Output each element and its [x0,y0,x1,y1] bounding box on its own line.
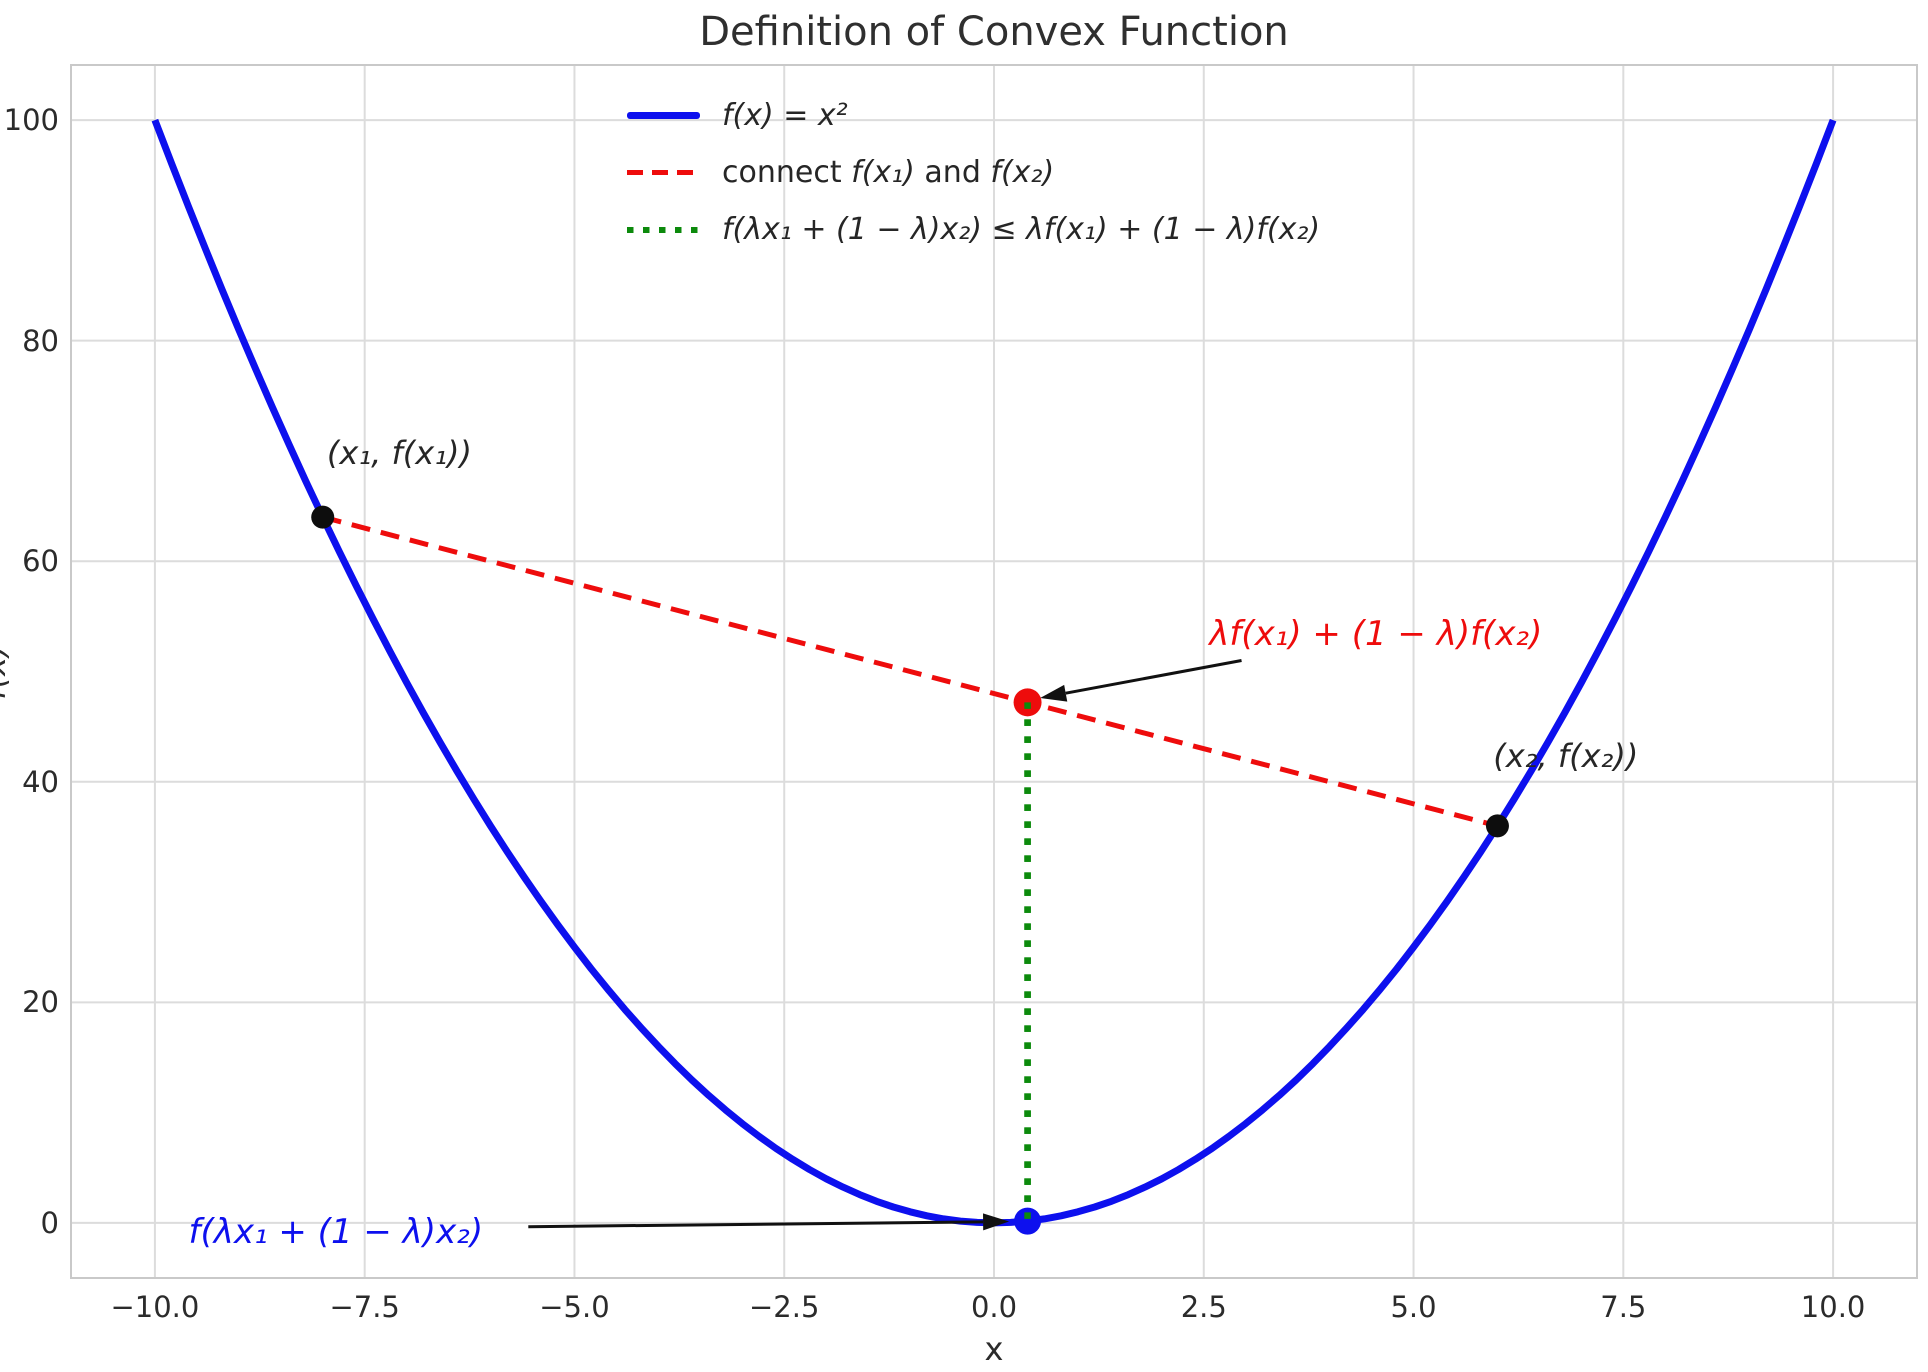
annotation-arrow-line [528,1220,984,1229]
series-chord-line [322,514,1499,829]
x-tick-label: 0.0 [970,1290,1018,1324]
y-tick-label: 60 [22,544,59,579]
annotation-arrow-line [1065,658,1242,695]
legend-swatch-dotted [627,201,700,258]
legend-label-segment: f(x) = x² [722,98,848,133]
chart-title: Definition of Convex Function [699,9,1289,55]
label-x1: (x₁, f(x₁)) [326,434,472,473]
annotation-arrow-head [1040,684,1068,702]
marker-point-x1 [311,505,335,529]
legend-swatch-solid [627,87,700,144]
legend-label-segment: f(x₂) [990,155,1055,190]
annotation-arrow-head [983,1213,1010,1231]
x-tick-label: −5.0 [539,1290,610,1324]
y-tick-label: 80 [22,323,59,358]
legend: f(x) = x² connect f(x₁) and f(x₂) f(λx₁ + … [627,87,1320,258]
legend-label: f(x) = x² [722,98,848,133]
legend-entry-0: f(x) = x² [627,87,1320,144]
x-tick-label: 5.0 [1390,1290,1437,1324]
y-tick-label: 0 [40,1205,59,1240]
y-tick-label: 40 [22,764,59,799]
x-tick-label: −7.5 [329,1290,400,1324]
x-tick-label: 2.5 [1180,1290,1227,1324]
x-tick-label: 10.0 [1800,1290,1866,1324]
legend-label-segment: f(λx₁ + (1 − λ)x₂) ≤ λf(x₁) + (1 − λ)f(x… [722,212,1321,247]
legend-entry-1: connect f(x₁) and f(x₂) [627,144,1320,201]
x-tick-label: −2.5 [749,1290,820,1324]
label-chord-value: λf(x₁) + (1 − λ)f(x₂) [1209,614,1543,654]
legend-label-segment: f(x₁) [851,155,915,190]
legend-entry-2: f(λx₁ + (1 − λ)x₂) ≤ λf(x₁) + (1 − λ)f(x… [627,201,1320,258]
y-tick-label: 100 [3,103,59,138]
x-tick-label: 7.5 [1600,1290,1647,1324]
legend-swatch-dashed [627,144,700,201]
y-axis-label: f(x) [0,643,13,700]
x-tick-label: −10.0 [110,1290,200,1324]
legend-label: connect f(x₁) and f(x₂) [722,155,1054,190]
legend-label-segment: connect [722,155,852,190]
x-axis-label: x [984,1330,1004,1368]
legend-label-segment: and [914,155,991,190]
plot-border [70,64,1918,1279]
y-tick-label: 20 [22,985,59,1020]
legend-label: f(λx₁ + (1 − λ)x₂) ≤ λf(x₁) + (1 − λ)f(x… [722,212,1320,247]
label-function-value: f(λx₁ + (1 − λ)x₂) [188,1211,484,1252]
marker-point-x2 [1485,814,1509,838]
label-x2: (x₂, f(x₂)) [1493,737,1639,776]
marker-point-function-value [1014,1207,1042,1235]
